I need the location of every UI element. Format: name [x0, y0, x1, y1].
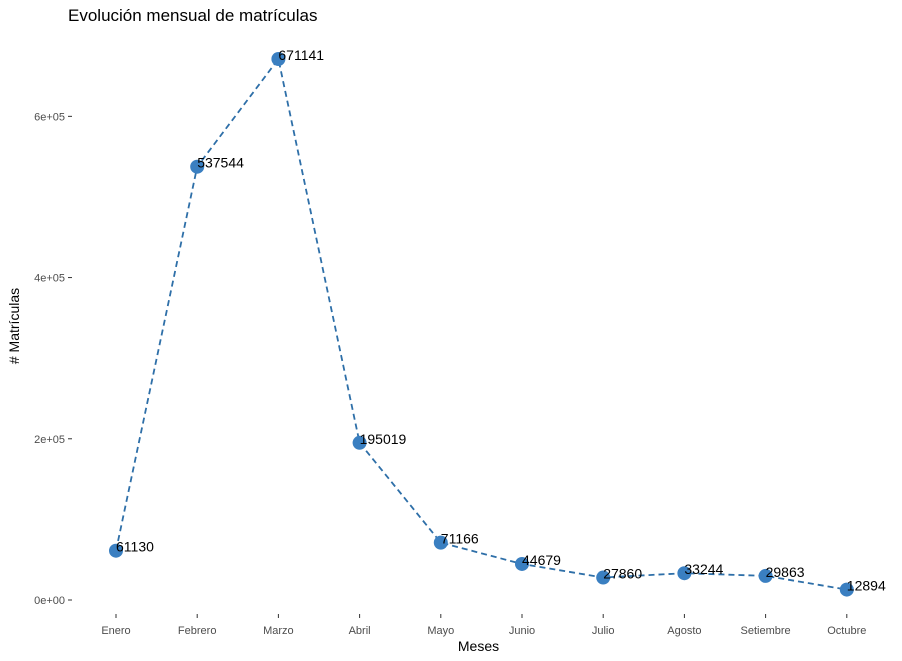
data-label: 195019 [360, 431, 407, 447]
series-line [115, 56, 847, 591]
data-point [433, 535, 448, 550]
x-tick-label: Julio [592, 625, 615, 637]
data-points [109, 52, 854, 597]
data-point [271, 52, 286, 66]
data-label: 44679 [522, 552, 561, 568]
data-label: 33244 [684, 561, 723, 577]
x-tick-label: Mayo [427, 625, 454, 637]
data-point [190, 159, 205, 174]
data-label: 71166 [441, 531, 479, 547]
x-tick-label: Febrero [178, 625, 217, 637]
x-tick-label: Marzo [263, 625, 294, 637]
x-tick-label: Agosto [667, 625, 701, 637]
data-point [109, 543, 123, 558]
x-tick-label: Enero [101, 625, 130, 637]
data-label: 12894 [847, 578, 886, 594]
x-axis-label: Meses [457, 638, 500, 654]
data-label: 27860 [603, 566, 642, 582]
y-tick-label: 4e+05 [34, 273, 65, 285]
x-tick-label: Setiembre [741, 625, 791, 637]
x-tick-label: Octubre [827, 625, 866, 637]
chart-title: Evolución mensual de matrículas [68, 6, 318, 25]
x-tick-label: Abril [349, 625, 371, 637]
data-label: 61130 [116, 539, 154, 555]
data-point [758, 568, 773, 583]
data-point [677, 566, 692, 581]
data-label: 29863 [766, 564, 805, 580]
data-label: 537544 [197, 155, 244, 171]
data-point [352, 435, 367, 450]
x-axis: Enero Febrero Marzo Abril Mayo Junio Julio Agos… [101, 614, 866, 637]
x-tick-label: Junio [509, 625, 535, 637]
y-axis: 0e+00 2e+05 4e+05 6e+05 [34, 111, 72, 607]
data-point [839, 582, 854, 597]
y-tick-label: 0e+00 [34, 595, 65, 607]
y-tick-label: 6e+05 [34, 111, 65, 123]
data-label: 671141 [278, 47, 324, 63]
data-point [596, 570, 611, 585]
data-labels: 61130 537544 671141 195019 71166 44679 27860 33… [116, 47, 886, 594]
y-tick-label: 2e+05 [34, 434, 65, 446]
data-point [515, 556, 529, 571]
